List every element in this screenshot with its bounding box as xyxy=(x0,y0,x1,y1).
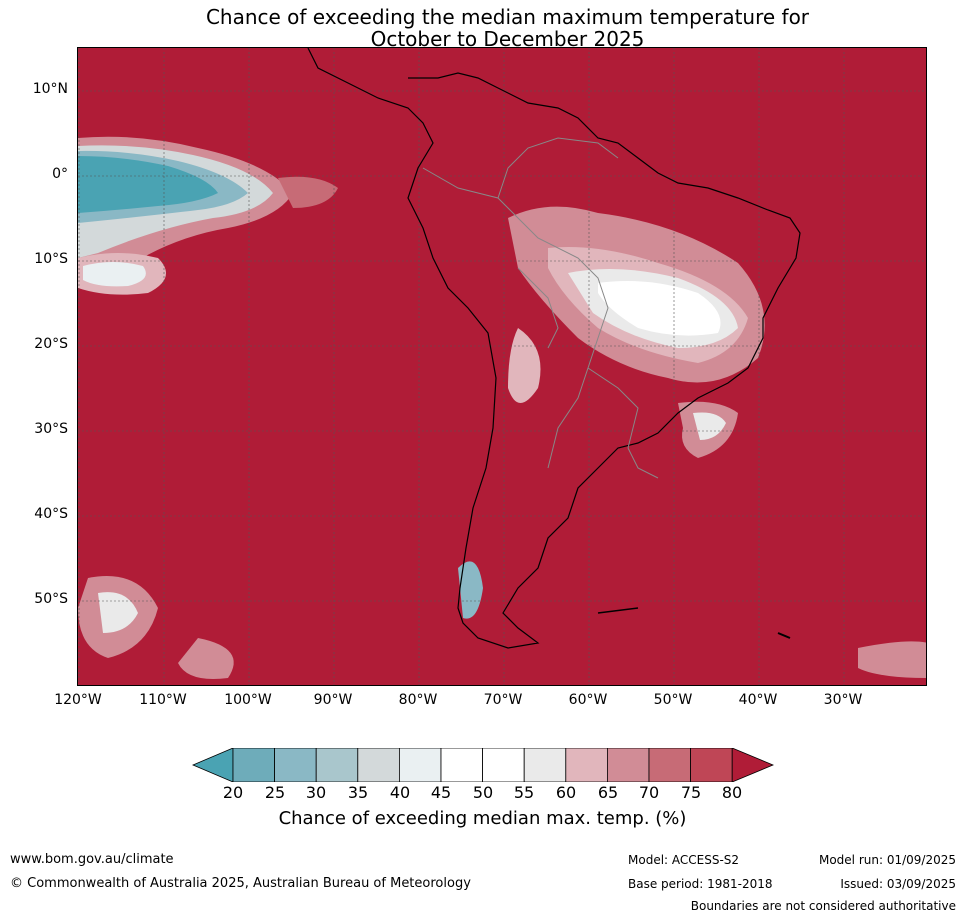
forecast-map xyxy=(77,47,927,686)
website-text: www.bom.gov.au/climate xyxy=(10,852,174,867)
colorbar-tick: 35 xyxy=(347,783,369,802)
map-title-line2: October to December 2025 xyxy=(370,27,645,51)
colorbar-extend-low xyxy=(192,748,234,782)
patagonia-cool-patch xyxy=(458,561,483,619)
lat-label-20s: 20°S xyxy=(34,336,68,352)
lat-label-30s: 30°S xyxy=(34,421,68,437)
lon-label-50w: 50°W xyxy=(653,692,693,708)
map-title-line1: Chance of exceeding the median maximum t… xyxy=(205,5,810,29)
base-period-text: Base period: 1981-2018 xyxy=(628,877,773,891)
colorbar-cell xyxy=(606,748,650,782)
model-text: Model: ACCESS-S2 xyxy=(628,853,740,867)
lat-label-0: 0° xyxy=(52,166,68,182)
map-canvas xyxy=(78,48,926,685)
lon-label-110w: 110°W xyxy=(139,692,187,708)
colorbar-cell xyxy=(482,748,525,782)
lon-label-40w: 40°W xyxy=(738,692,778,708)
colorbar-tick: 45 xyxy=(430,783,452,802)
copyright-text: © Commonwealth of Australia 2025, Austra… xyxy=(10,876,471,891)
colorbar-cell xyxy=(648,748,691,782)
colorbar-tick: 70 xyxy=(638,783,660,802)
lon-label-100w: 100°W xyxy=(224,692,272,708)
colorbar-cell xyxy=(315,748,359,782)
issued-text: Issued: 03/09/2025 xyxy=(840,877,956,891)
lon-label-90w: 90°W xyxy=(313,692,353,708)
colorbar-cell xyxy=(398,748,442,782)
colorbar-tick: 65 xyxy=(597,783,619,802)
colorbar-tick: 40 xyxy=(389,783,411,802)
colorbar-tick: 25 xyxy=(264,783,286,802)
colorbar-tick: 80 xyxy=(721,783,743,802)
colorbar-cell xyxy=(357,748,400,782)
lon-label-80w: 80°W xyxy=(398,692,438,708)
lon-label-30w: 30°W xyxy=(823,692,863,708)
colorbar-cell xyxy=(232,748,275,782)
lat-label-50s: 50°S xyxy=(34,591,68,607)
south-america-coastline xyxy=(307,48,801,649)
pacific-cool-anomaly xyxy=(78,136,338,295)
colorbar-tick: 30 xyxy=(305,783,327,802)
colorbar-tick: 60 xyxy=(555,783,577,802)
colorbar-tick: 50 xyxy=(472,783,494,802)
colorbar-label: Chance of exceeding median max. temp. (%… xyxy=(278,808,687,829)
lat-label-10n: 10°N xyxy=(32,81,68,97)
colorbar-tick: 75 xyxy=(680,783,702,802)
colorbar-tick: 55 xyxy=(513,783,535,802)
lon-label-70w: 70°W xyxy=(483,692,523,708)
lat-label-40s: 40°S xyxy=(34,506,68,522)
brazil-neutral-region xyxy=(508,206,765,383)
colorbar-cell xyxy=(274,748,317,782)
lat-label-10s: 10°S xyxy=(34,251,68,267)
ocean-background xyxy=(78,48,926,685)
colorbar-cell xyxy=(440,748,483,782)
disclaimer-text: Boundaries are not considered authoritat… xyxy=(690,899,956,913)
lon-label-60w: 60°W xyxy=(568,692,608,708)
colorbar xyxy=(192,748,774,782)
model-run-text: Model run: 01/09/2025 xyxy=(818,853,956,867)
lon-label-120w: 120°W xyxy=(54,692,102,708)
colorbar-cell xyxy=(523,748,567,782)
country-boundaries xyxy=(422,137,659,479)
colorbar-cell xyxy=(690,748,733,782)
colorbar-tick: 20 xyxy=(222,783,244,802)
colorbar-cell xyxy=(565,748,608,782)
colorbar-extend-high xyxy=(731,748,774,782)
